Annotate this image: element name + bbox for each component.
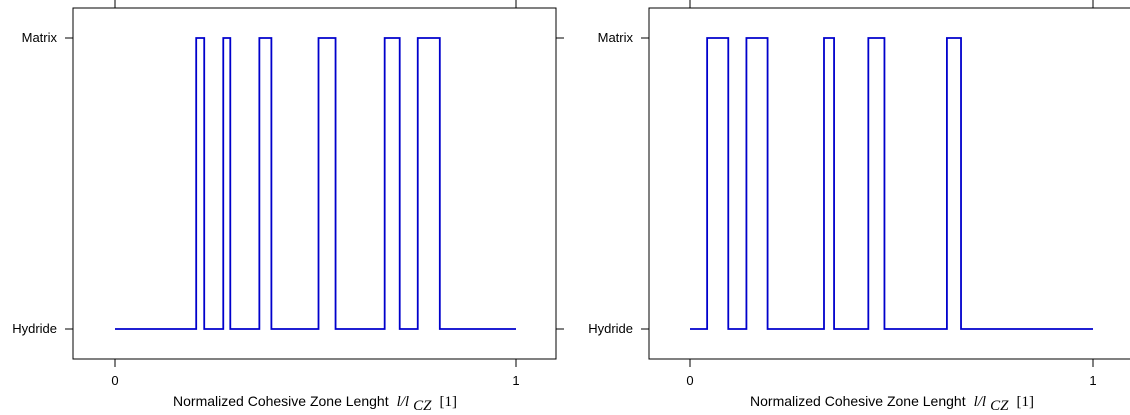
x-tick-label: 1 [512, 373, 519, 388]
x-axis-label-text: Normalized Cohesive Zone Lenght [173, 393, 389, 409]
axes: 0 1 Hydride Matrix Normalized Cohesive Z… [588, 0, 1097, 414]
x-axis-label: Normalized Cohesive Zone Lenght l/l CZ [… [173, 393, 457, 414]
y-tick-label-hydride: Hydride [12, 321, 57, 336]
plot-frame [72, 7, 557, 360]
x-tick-label: 0 [686, 373, 693, 388]
x-axis-label-unit: [1] [439, 394, 457, 410]
x-axis-label-math: l/l [974, 394, 987, 410]
series-group [690, 37, 1093, 330]
x-tick-label: 1 [1089, 373, 1096, 388]
chart-panel-left: 0 1 Hydride Matrix Normalized Cohesive Z… [12, 0, 564, 414]
phase-step-line [690, 37, 1093, 330]
plot-frame [648, 7, 1130, 360]
x-axis-label-unit: [1] [1016, 394, 1034, 410]
y-tick-label-hydride: Hydride [588, 321, 633, 336]
x-tick-label: 0 [111, 373, 118, 388]
series-group [115, 37, 516, 330]
x-axis-label: Normalized Cohesive Zone Lenght l/l CZ [… [750, 393, 1034, 414]
phase-step-line [115, 37, 516, 330]
x-axis-label-subscript: CZ [990, 398, 1009, 414]
axes: 0 1 Hydride Matrix Normalized Cohesive Z… [12, 0, 564, 414]
y-tick-label-matrix: Matrix [598, 30, 634, 45]
y-tick-label-matrix: Matrix [22, 30, 58, 45]
x-axis-label-text: Normalized Cohesive Zone Lenght [750, 393, 966, 409]
x-axis-label-math: l/l [397, 394, 410, 410]
chart-panel-right: 0 1 Hydride Matrix Normalized Cohesive Z… [588, 0, 1130, 414]
x-axis-label-subscript: CZ [413, 398, 432, 414]
